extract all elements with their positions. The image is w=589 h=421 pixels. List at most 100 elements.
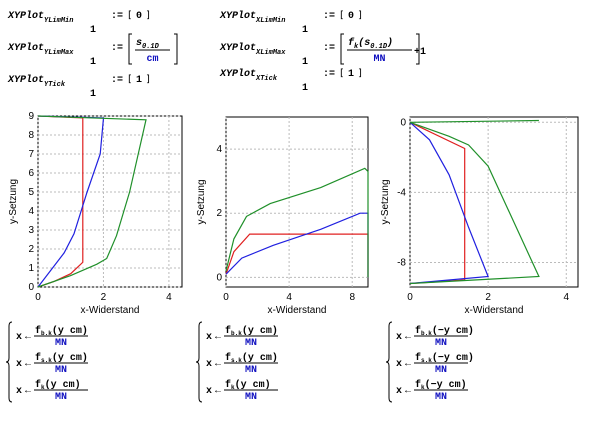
subscript: XLimMin [255,17,285,25]
lhs: x [396,332,402,343]
num: f [225,379,231,391]
num: f [35,379,41,391]
x-tick-label: 0 [35,292,41,303]
bracket: [ [340,68,344,79]
series-line [37,115,147,288]
assign: := [111,43,123,54]
lhs: x [396,359,402,370]
series-line [409,119,540,285]
arg-sub: 0.1D [370,43,388,51]
num-sub: s.k [41,357,52,364]
name: XYPlot [7,42,44,54]
series-line [409,121,489,285]
num: f [415,352,421,364]
denominator: MN [55,365,67,376]
assign: := [323,43,335,54]
numerator: fs.k(y cm) [35,352,88,364]
op: ← [403,358,413,369]
num: f [35,325,41,337]
num-sub: 0.1D [142,43,160,51]
op: ← [403,331,413,342]
num: f [225,352,231,364]
y-tick-label: 5 [28,187,34,198]
op: ← [213,358,223,369]
name: XYPlot [7,74,44,86]
value: 1 [348,69,354,80]
bracket: [ [340,10,344,21]
lhs: x [206,332,212,343]
subscript: YLimMin [44,17,73,25]
denominator: MN [245,365,257,376]
definition-name: XYPlotYLimMin [7,10,73,25]
name: XYPlot [219,68,256,80]
x-axis-label: x-Widerstand [465,305,524,316]
index: 1 [302,25,308,36]
denominator: MN [435,338,447,349]
x-tick-label: 2 [101,292,107,303]
arg: (y cm) [52,325,88,337]
denominator: MN [55,338,67,349]
y-tick-label: 4 [28,206,34,217]
y-tick-label: 0 [216,272,222,283]
tail: +1 [414,47,426,58]
y-tick-label: 2 [28,244,34,255]
assign: := [111,11,123,22]
y-axis-label: y-Setzung [8,179,19,224]
plot-area [409,116,579,288]
y-axis-label: y-Setzung [380,179,391,224]
denominator: MN [373,54,385,65]
denominator: MN [55,392,67,403]
arg: (y cm) [242,352,278,364]
x-tick-label: 0 [407,292,413,303]
bracket: ] [358,10,362,21]
y-tick-label: 8 [28,130,34,141]
name: XYPlot [7,10,44,22]
numerator: fk(y cm) [35,379,81,391]
index: 1 [90,57,96,68]
x-tick-label: 4 [166,292,172,303]
arg-end: ) [387,37,393,49]
num: f [225,325,231,337]
index: 1 [90,89,96,100]
y-tick-label: 1 [28,263,34,274]
bracket [340,33,420,65]
y-tick-label: 0 [400,117,406,128]
index: 1 [302,57,308,68]
y-tick-label: -4 [397,187,406,198]
arg: (y cm) [235,379,271,391]
op: ← [23,358,33,369]
brace [5,321,13,403]
num-sub: k [354,43,359,51]
definition-name: XYPlotXLimMax [219,42,286,57]
arg: (y cm) [45,379,81,391]
lhs: x [206,359,212,370]
lhs: x [16,386,22,397]
arg: (s [358,37,370,49]
definition-name: XYPlotXLimMin [219,10,285,25]
numerator: fs.k(y cm) [225,352,278,364]
num-sub: k [421,384,425,391]
num: f [415,379,421,391]
op: ← [213,331,223,342]
lhs: x [16,359,22,370]
y-tick-label: 9 [28,111,34,122]
num-sub: b.k [41,330,52,337]
assign: := [323,11,335,22]
y-tick-label: 0 [28,282,34,293]
arg: (−y cm) [432,352,474,364]
numerator: fb.k(−y cm) [415,325,474,337]
series-line [225,167,369,278]
plot-area [37,115,183,288]
y-tick-label: 4 [216,144,222,155]
y-tick-label: -8 [397,257,406,268]
y-tick-label: 7 [28,149,34,160]
denominator: MN [435,365,447,376]
plot-area [225,116,369,288]
brace [385,321,393,403]
denominator: MN [435,392,447,403]
subscript: XLimMax [255,49,286,57]
num-sub: b.k [231,330,242,337]
num-sub: b.k [421,330,432,337]
assign: := [111,75,123,86]
denominator: MN [245,392,257,403]
